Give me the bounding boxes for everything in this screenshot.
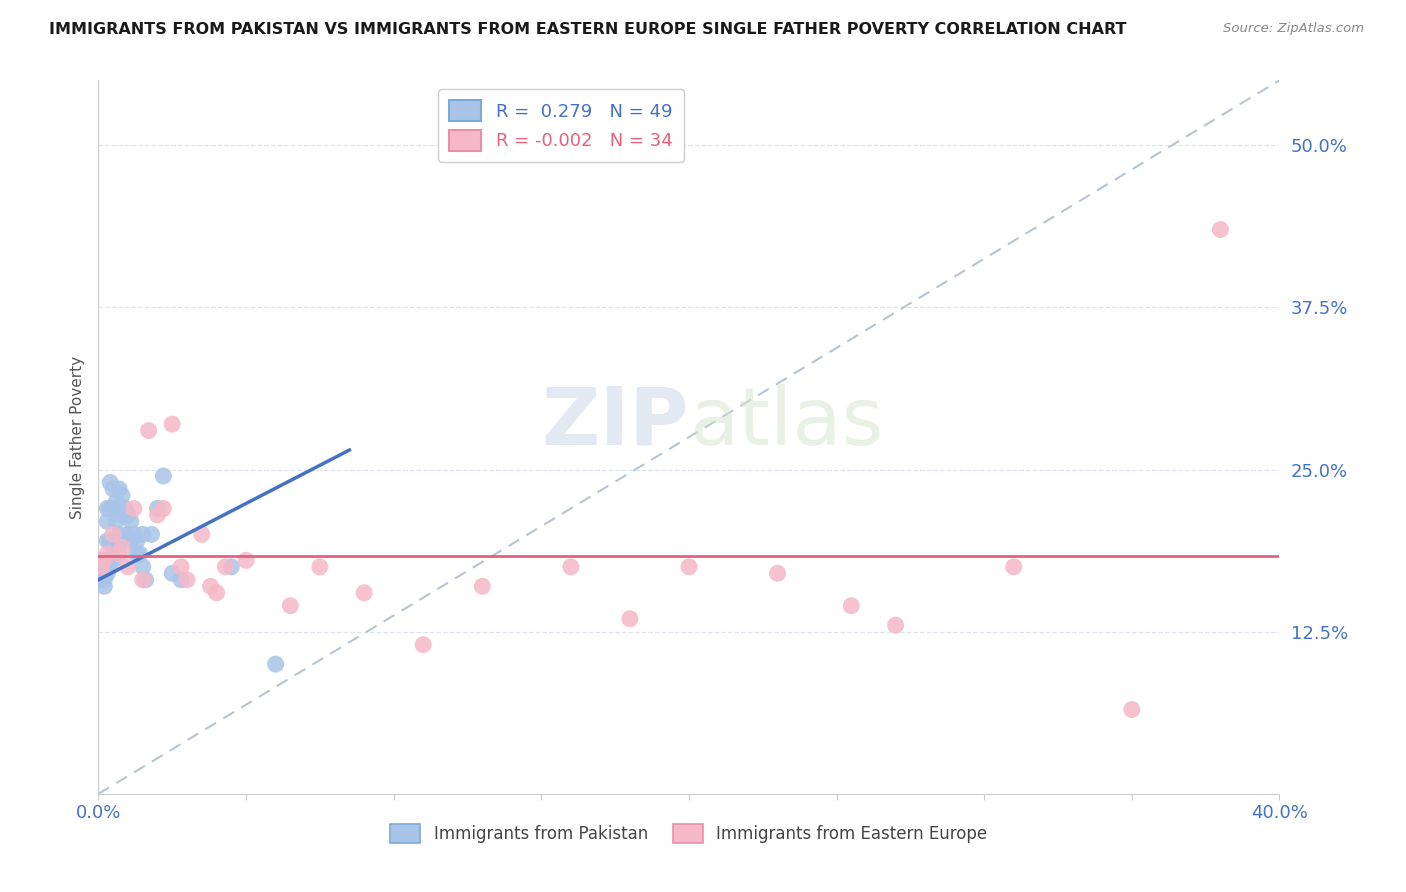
Point [214,559,236,574]
Text: IMMIGRANTS FROM PAKISTAN VS IMMIGRANTS FROM EASTERN EUROPE SINGLE FATHER POVERTY: IMMIGRANTS FROM PAKISTAN VS IMMIGRANTS F… [49,22,1126,37]
Point [191,527,214,541]
Point [176,573,198,587]
Point [117,508,139,522]
Point [146,508,169,522]
Point [766,566,789,581]
Point [141,527,163,541]
Point [205,586,228,600]
Point [105,533,128,548]
Point [108,547,131,561]
Point [108,482,131,496]
Text: atlas: atlas [689,384,883,462]
Point [93,579,115,593]
Point [353,586,375,600]
Text: Source: ZipAtlas.com: Source: ZipAtlas.com [1223,22,1364,36]
Point [619,612,641,626]
Point [200,579,222,593]
Point [103,541,125,555]
Point [841,599,863,613]
Point [98,533,121,548]
Point [111,541,134,555]
Point [1002,559,1025,574]
Point [1121,702,1143,716]
Point [111,508,134,522]
Point [90,573,112,587]
Point [125,547,148,561]
Point [120,533,142,548]
Point [1209,222,1232,236]
Point [98,501,121,516]
Point [103,501,125,516]
Point [125,533,148,548]
Point [235,553,257,567]
Point [132,559,155,574]
Point [93,566,115,581]
Point [170,559,193,574]
Point [98,475,121,490]
Point [152,469,174,483]
Point [162,417,183,431]
Text: ZIP: ZIP [541,384,689,462]
Point [105,515,128,529]
Point [93,573,115,587]
Point [132,573,155,587]
Point [560,559,582,574]
Point [114,533,136,548]
Point [117,527,139,541]
Point [162,566,183,581]
Point [309,559,332,574]
Point [103,527,125,541]
Point [108,501,131,516]
Point [98,559,121,574]
Y-axis label: Single Father Poverty: Single Father Poverty [69,356,84,518]
Point [122,501,145,516]
Point [103,482,125,496]
Point [96,515,118,529]
Point [146,501,169,516]
Point [122,527,145,541]
Point [138,424,160,438]
Point [135,573,157,587]
Point [108,527,131,541]
Point [170,573,193,587]
Point [152,501,174,516]
Point [132,527,155,541]
Legend: Immigrants from Pakistan, Immigrants from Eastern Europe: Immigrants from Pakistan, Immigrants fro… [384,817,994,850]
Point [96,533,118,548]
Point [412,638,434,652]
Point [471,579,494,593]
Point [96,553,118,567]
Point [105,495,128,509]
Point [678,559,700,574]
Point [93,559,115,574]
Point [280,599,302,613]
Point [90,553,112,567]
Point [93,553,115,567]
Point [128,547,150,561]
Point [117,559,139,574]
Point [264,657,287,672]
Point [90,559,112,574]
Point [884,618,907,632]
Point [93,566,115,581]
Point [103,553,125,567]
Point [221,559,243,574]
Point [111,488,134,502]
Point [114,501,136,516]
Point [96,547,118,561]
Point [96,501,118,516]
Point [120,515,142,529]
Point [90,559,112,574]
Point [96,566,118,581]
